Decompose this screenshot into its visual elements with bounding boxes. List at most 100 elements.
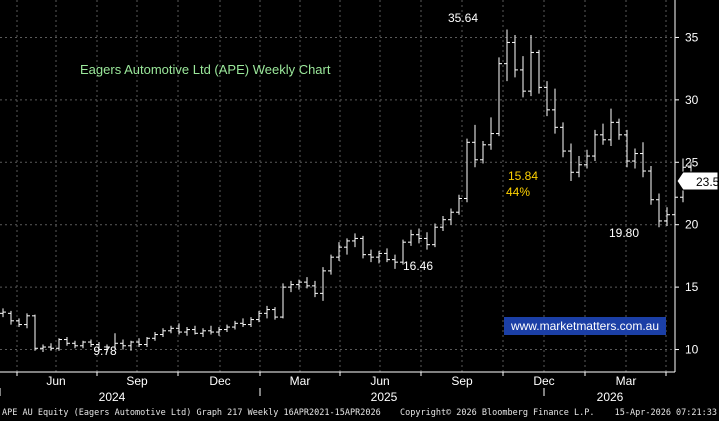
price-annotation: 35.64: [448, 11, 478, 25]
ohlc-bar: [408, 229, 414, 246]
footer-timestamp: 15-Apr-2026 07:21:33: [614, 408, 717, 418]
ohlc-bar: [184, 327, 190, 336]
grid-lines: [0, 0, 675, 372]
x-month-label: Jun: [370, 374, 389, 388]
ohlc-bar: [224, 324, 230, 333]
ohlc-bar: [328, 254, 334, 275]
y-tick-label: 25: [685, 155, 699, 169]
ohlc-bar: [536, 49, 542, 94]
ohlc-bar: [472, 124, 478, 168]
annotations: 35.64 16.46 9.78 19.80 15.84 44% 23.50 www.mark…: [93, 11, 719, 358]
x-month-label: Mar: [616, 374, 637, 388]
ohlc-bar: [96, 342, 102, 351]
ohlc-bar: [600, 123, 606, 145]
ohlc-bar: [16, 318, 22, 328]
x-month-label: Jun: [46, 374, 65, 388]
footer-security: APE AU Equity (Eagers Automotive Ltd) Gr…: [2, 408, 381, 418]
ohlc-bar: [160, 328, 166, 338]
ohlc-bar: [456, 194, 462, 215]
ohlc-bar: [520, 56, 526, 98]
ohlc-bar: [72, 340, 78, 349]
price-annotation: 44%: [506, 185, 530, 199]
x-month-label: Dec: [533, 374, 554, 388]
ohlc-bar: [0, 308, 6, 318]
ohlc-bar: [608, 108, 614, 147]
ohlc-bar: [632, 148, 638, 169]
ohlc-bar: [216, 327, 222, 336]
price-annotation: 19.80: [609, 226, 639, 240]
y-tick-label: 35: [685, 30, 699, 44]
ohlc-bar: [256, 310, 262, 323]
chart-background: [0, 0, 719, 405]
x-year-label: 2025: [371, 390, 398, 404]
ohlc-bar: [320, 267, 326, 301]
ohlc-bar: [400, 239, 406, 265]
ohlc-bar: [528, 34, 534, 97]
ohlc-bar: [120, 339, 126, 350]
ohlc-bar: [192, 325, 198, 335]
ohlc-bar: [560, 122, 566, 158]
ohlc-bar: [32, 314, 38, 351]
chart-footer: APE AU Equity (Eagers Automotive Ltd) Gr…: [0, 405, 719, 421]
ohlc-bar: [512, 34, 518, 78]
ohlc-bar: [352, 233, 358, 248]
ohlc-bar: [552, 88, 558, 134]
ohlc-bar: [272, 307, 278, 320]
ohlc-bar: [368, 249, 374, 263]
ohlc-bar: [656, 193, 662, 228]
price-annotation: 15.84: [508, 169, 538, 183]
ohlc-bar: [64, 337, 70, 346]
ohlc-bar: [136, 338, 142, 348]
ohlc-bar: [376, 250, 382, 264]
ohlc-bar: [312, 280, 318, 298]
ohlc-bar: [168, 325, 174, 334]
ohlc-bar: [80, 340, 86, 349]
ohlc-bar: [128, 340, 134, 351]
y-tick-label: 10: [685, 343, 699, 357]
ohlc-bar: [336, 242, 342, 261]
ohlc-bar: [144, 337, 150, 348]
x-month-label: Sep: [451, 374, 473, 388]
ohlc-bar: [8, 310, 14, 325]
ohlc-bar: [240, 318, 246, 328]
watermark-box: [504, 317, 666, 335]
ohlc-bar: [584, 149, 590, 169]
ohlc-bar: [208, 325, 214, 335]
ohlc-bar: [448, 208, 454, 225]
last-price-box: [676, 171, 719, 191]
ohlc-bar: [640, 142, 646, 178]
ohlc-bar: [56, 338, 62, 351]
ohlc-bar: [592, 129, 598, 162]
ohlc-bar: [616, 118, 622, 140]
ohlc-bar: [288, 280, 294, 293]
last-price-value: 23.50: [696, 175, 719, 189]
ohlc-bar: [648, 166, 654, 205]
ohlc-bar: [200, 328, 206, 338]
ohlc-bar: [480, 141, 486, 164]
ohlc-bar: [392, 254, 398, 269]
y-tick-label: 20: [685, 218, 699, 232]
ohlc-bar: [248, 317, 254, 328]
ohlc-bar: [488, 117, 494, 150]
footer-copyright: Copyright© 2026 Bloomberg Finance L.P.: [400, 408, 595, 418]
ohlc-bar: [152, 332, 158, 341]
ohlc-bar: [104, 344, 110, 353]
ohlc-bar: [176, 323, 182, 335]
ohlc-bar: [440, 215, 446, 231]
ohlc-bar: [304, 277, 310, 289]
ohlc-bar: [504, 29, 510, 82]
ohlc-bar: [264, 305, 270, 319]
price-annotation: 9.78: [93, 344, 117, 358]
ohlc-bar: [296, 279, 302, 290]
ohlc-bar: [40, 344, 46, 353]
x-year-label: 2026: [597, 390, 624, 404]
y-tick-label: 15: [685, 280, 699, 294]
ohlc-bar: [624, 129, 630, 168]
x-year-label: 2024: [99, 390, 126, 404]
x-month-label: Dec: [209, 374, 230, 388]
ohlc-bars: [0, 29, 702, 353]
ohlc-bar: [416, 228, 422, 244]
ohlc-bar: [384, 248, 390, 263]
ohlc-bar: [24, 313, 30, 329]
